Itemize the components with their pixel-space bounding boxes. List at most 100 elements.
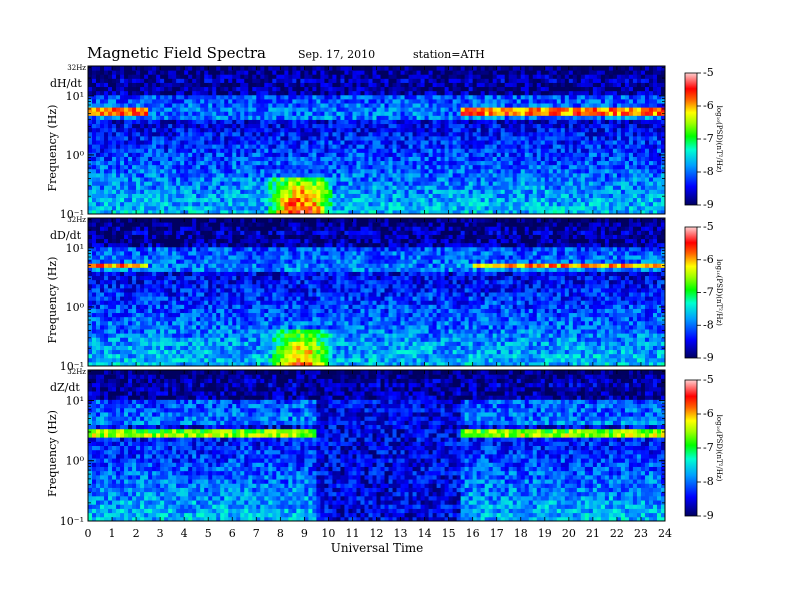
spectrogram-cell — [472, 111, 478, 116]
spectrogram-cell — [140, 152, 145, 157]
spectrogram-cell — [580, 70, 586, 75]
spectrogram-cell — [636, 189, 642, 194]
spectrogram-cell — [608, 140, 614, 145]
spectrogram-cell — [260, 205, 265, 211]
spectrogram-cell — [120, 123, 125, 129]
spectrogram-cell — [264, 86, 269, 92]
spectrogram-cell — [184, 86, 189, 92]
spectrogram-cell — [436, 66, 442, 71]
spectrogram-cell — [436, 135, 442, 141]
spectrogram-cell — [344, 181, 349, 186]
spectrogram-cell — [484, 140, 490, 145]
spectrogram-cell — [532, 209, 538, 215]
spectrogram-cell — [324, 123, 329, 129]
spectrogram-cell — [100, 135, 105, 141]
spectrogram-cell — [116, 82, 121, 88]
spectrogram-cell — [376, 168, 382, 174]
spectrogram-cell — [372, 107, 377, 112]
spectrogram-cell — [444, 189, 450, 194]
spectrogram-cell — [368, 205, 373, 211]
spectrogram-cell — [484, 148, 490, 153]
spectrogram-cell — [568, 160, 574, 166]
spectrogram-cell — [540, 144, 546, 149]
spectrogram-cell — [488, 74, 494, 79]
spectrogram-cell — [92, 164, 97, 170]
spectrogram-cell — [132, 181, 137, 186]
spectrogram-cell — [544, 123, 550, 129]
spectrogram-cell — [564, 140, 570, 145]
spectrogram-cell — [444, 144, 450, 149]
spectrogram-cell — [572, 127, 578, 133]
spectrogram-cell — [588, 201, 594, 207]
spectrogram-cell — [224, 107, 229, 112]
spectrogram-cell — [456, 66, 462, 71]
spectrogram-cell — [144, 127, 149, 133]
spectrogram-cell — [632, 189, 638, 194]
spectrogram-cell — [520, 160, 526, 166]
spectrogram-cell — [136, 160, 141, 166]
spectrogram-cell — [556, 74, 562, 79]
spectrogram-cell — [564, 111, 570, 116]
spectrogram-cell — [376, 86, 382, 92]
spectrogram-cell — [432, 185, 438, 190]
spectrogram-cell — [320, 193, 325, 199]
spectrogram-cell — [304, 131, 309, 137]
spectrogram-cell — [380, 123, 386, 129]
spectrogram-cell — [436, 164, 442, 170]
spectrogram-cell — [360, 177, 365, 182]
spectrogram-cell — [268, 140, 273, 145]
spectrogram-cell — [436, 181, 442, 186]
spectrogram-cell — [396, 144, 402, 149]
spectrogram-cell — [160, 164, 165, 170]
spectrogram-cell — [464, 135, 470, 141]
spectrogram-cell — [92, 90, 97, 96]
spectrogram-cell — [276, 209, 281, 215]
spectrogram-cell — [332, 144, 337, 149]
spectrogram-cell — [444, 74, 450, 79]
spectrogram-cell — [352, 209, 357, 215]
spectrogram-cell — [216, 156, 221, 162]
spectrogram-cell — [540, 107, 546, 112]
spectrogram-cell — [608, 135, 614, 141]
spectrogram-cell — [440, 78, 446, 83]
spectrogram-cell — [156, 94, 161, 100]
spectrogram-cell — [192, 119, 197, 125]
spectrogram-cell — [616, 123, 622, 129]
spectrogram-cell — [344, 111, 349, 116]
spectrogram-cell — [256, 74, 261, 79]
spectrogram-cell — [140, 185, 145, 190]
spectrogram-cell — [344, 185, 349, 190]
spectrogram-cell — [464, 156, 470, 162]
spectrogram-cell — [364, 66, 369, 71]
spectrogram-cell — [332, 107, 337, 112]
spectrogram-cell — [632, 181, 638, 186]
spectrogram-cell — [364, 205, 369, 211]
spectrogram-cell — [268, 94, 273, 100]
spectrogram-cell — [296, 107, 301, 112]
spectrogram-cell — [332, 74, 337, 79]
spectrogram-cell — [612, 152, 618, 157]
spectrogram-cell — [92, 78, 97, 83]
spectrogram-cell — [104, 123, 109, 129]
spectrogram-cell — [420, 131, 426, 137]
spectrogram-cell — [312, 168, 317, 174]
spectrogram-cell — [132, 156, 137, 162]
spectrogram-cell — [488, 148, 494, 153]
spectrogram-cell — [312, 66, 317, 71]
spectrogram-cell — [96, 172, 101, 178]
spectrogram-cell — [496, 74, 502, 79]
spectrogram-cell — [548, 144, 554, 149]
spectrogram-cell — [612, 156, 618, 162]
spectrogram-cell — [540, 156, 546, 162]
spectrogram-cell — [304, 197, 309, 203]
spectrogram-cell — [364, 193, 369, 199]
spectrogram-cell — [164, 66, 169, 71]
spectrogram-cell — [608, 103, 614, 108]
spectrogram-cell — [368, 135, 373, 141]
spectrogram-cell — [408, 103, 414, 108]
spectrogram-cell — [600, 172, 606, 178]
spectrogram-cell — [208, 82, 213, 88]
spectrogram-cell — [472, 119, 478, 125]
spectrogram-cell — [460, 82, 466, 88]
spectrogram-cell — [112, 94, 117, 100]
